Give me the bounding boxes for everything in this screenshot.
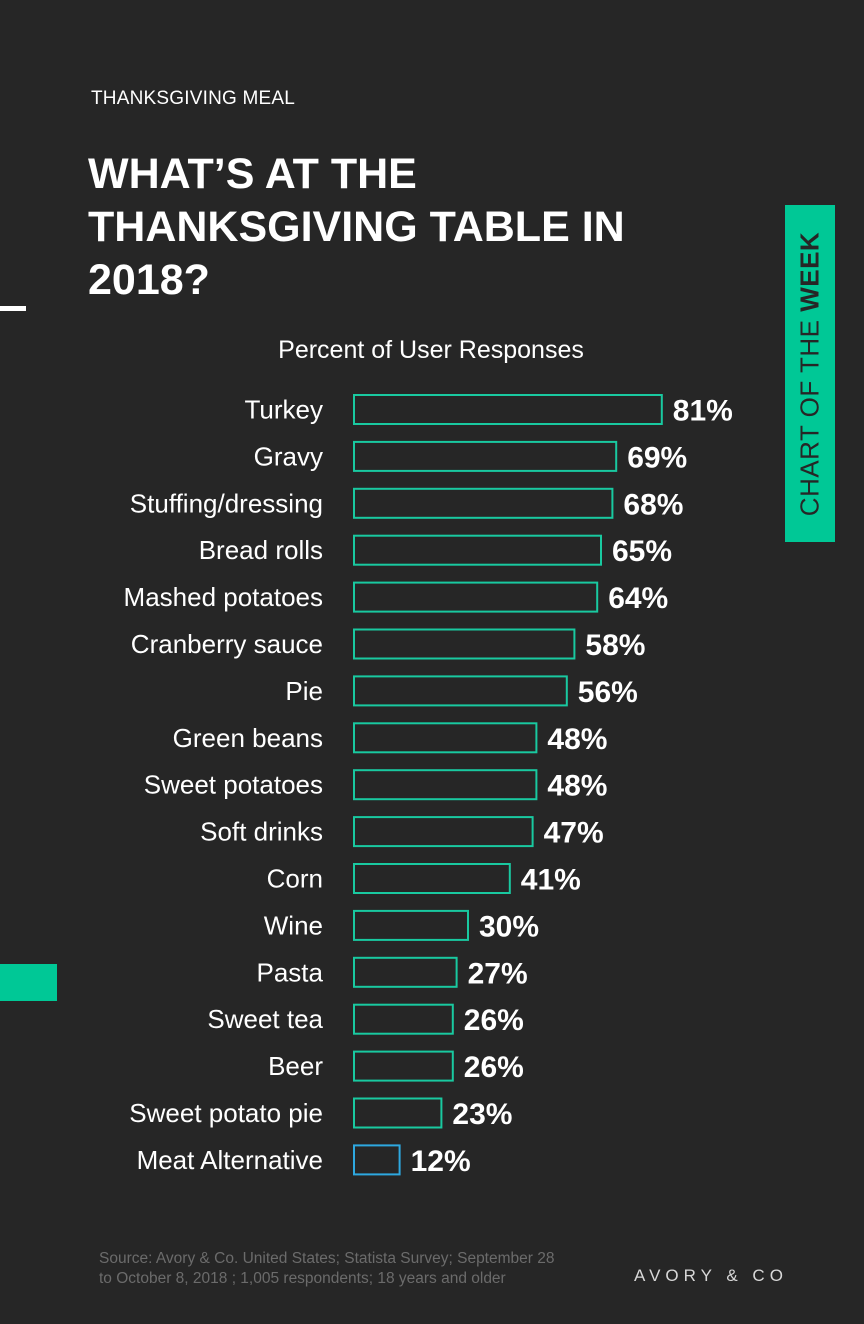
bar <box>353 581 599 613</box>
bar <box>353 1003 454 1035</box>
bar <box>353 440 618 472</box>
value-label: 41% <box>521 864 581 897</box>
category-label: Gravy <box>254 441 323 471</box>
bar <box>353 863 511 894</box>
value-label: 56% <box>578 676 638 709</box>
value-label: 48% <box>547 723 607 756</box>
category-label: Sweet tea <box>207 1004 323 1034</box>
bar <box>353 628 576 660</box>
bar <box>353 956 458 988</box>
chart-title: Percent of User Responses <box>0 336 864 365</box>
value-label: 81% <box>673 395 733 428</box>
bar <box>353 394 663 425</box>
page-title: WHAT’S AT THE THANKSGIVING TABLE IN 2018… <box>88 150 625 304</box>
chart-of-the-week-tag: CHART OF THE WEEK <box>785 205 835 542</box>
value-label: 68% <box>623 488 683 521</box>
source-note: Source: Avory & Co. United States; Stati… <box>99 1250 555 1287</box>
bar <box>353 534 602 566</box>
value-label: 65% <box>612 535 672 568</box>
value-label: 30% <box>479 910 539 943</box>
category-label: Bread rolls <box>199 535 323 565</box>
category-label: Wine <box>264 910 323 940</box>
category-label: Cranberry sauce <box>131 629 323 659</box>
category-label: Mashed potatoes <box>124 582 323 612</box>
bar <box>353 1097 443 1129</box>
category-label: Beer <box>268 1051 323 1081</box>
value-label: 47% <box>544 817 604 850</box>
value-label: 64% <box>608 582 668 615</box>
value-label: 26% <box>464 1004 524 1037</box>
bar <box>353 816 534 848</box>
category-label: Stuffing/dressing <box>130 488 323 518</box>
decorative-white-bar <box>0 306 26 311</box>
bar <box>353 909 469 941</box>
value-label: 26% <box>464 1051 524 1084</box>
category-label: Green beans <box>173 723 323 753</box>
category-label: Meat Alternative <box>137 1145 323 1175</box>
value-label: 58% <box>585 629 645 662</box>
brand-logo: AVORY & CO <box>634 1266 788 1285</box>
value-label: 69% <box>627 441 687 474</box>
bar <box>353 487 614 519</box>
category-label: Pie <box>285 676 323 706</box>
category-label: Turkey <box>245 395 324 425</box>
decorative-green-block <box>0 964 57 1001</box>
bar <box>353 1050 454 1082</box>
value-label: 27% <box>468 957 528 990</box>
bar <box>353 769 538 801</box>
category-label: Pasta <box>257 957 324 987</box>
bar <box>353 722 538 754</box>
kicker-label: THANKSGIVING MEAL <box>91 88 295 109</box>
value-label: 12% <box>411 1145 471 1178</box>
bar <box>353 675 568 707</box>
value-label: 23% <box>452 1098 512 1131</box>
category-label: Sweet potatoes <box>144 770 323 800</box>
category-label: Corn <box>267 864 323 894</box>
bar <box>353 1144 401 1176</box>
category-label: Soft drinks <box>200 817 323 847</box>
chart-title-text: Percent of User Responses <box>278 336 584 364</box>
value-label: 48% <box>547 770 607 803</box>
category-label: Sweet potato pie <box>129 1098 323 1128</box>
